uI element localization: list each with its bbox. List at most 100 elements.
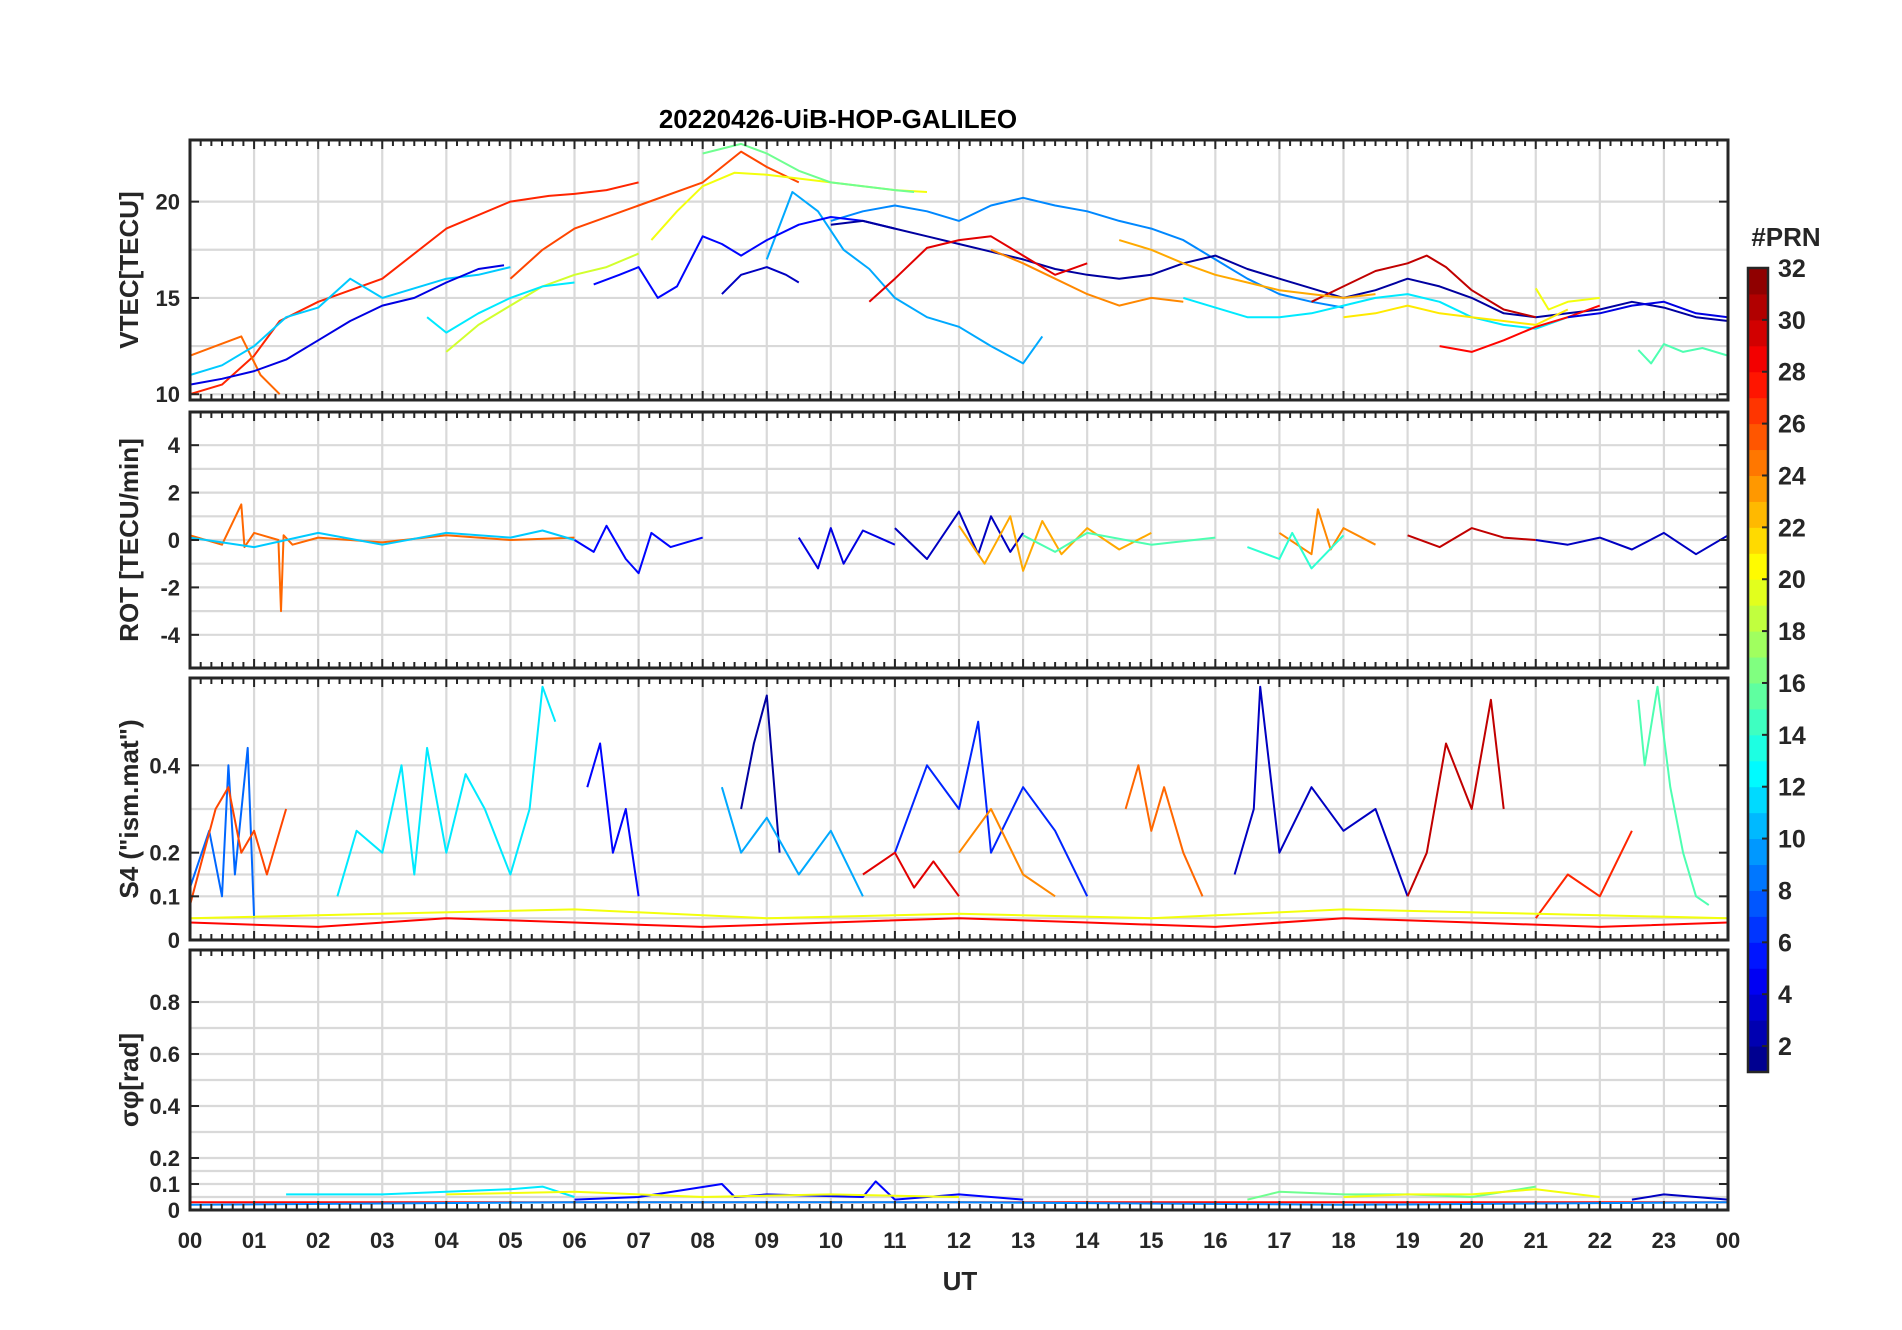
series-prn-20 [1534, 287, 1600, 311]
series-prn-15 [1637, 343, 1728, 365]
x-tick-label: 22 [1588, 1228, 1612, 1253]
x-tick-label: 12 [947, 1228, 971, 1253]
x-tick-label: 17 [1267, 1228, 1291, 1253]
colorbar-segment [1748, 812, 1768, 840]
colorbar-tick-label: 26 [1778, 411, 1806, 439]
series-prn-28 [190, 917, 1728, 928]
series-prn-9 [830, 196, 1344, 309]
colorbar-segment [1748, 994, 1768, 1021]
series-prn-30 [1407, 527, 1536, 549]
colorbar-tick-label: 28 [1778, 359, 1806, 387]
y-tick-label: 0.4 [149, 753, 180, 778]
x-tick-label: 09 [755, 1228, 779, 1253]
colorbar-segment [1748, 631, 1768, 658]
series-prn-20 [1343, 1188, 1600, 1198]
y-axis-label: S4 ("ism.mat") [114, 719, 144, 898]
x-tick-label: 13 [1011, 1228, 1035, 1253]
colorbar-tick-label: 20 [1778, 566, 1806, 594]
y-axis-label: ROT [TECU/min] [114, 438, 144, 642]
panel-vtec: 10 15 20 VTEC[TECU] [114, 138, 1730, 407]
series-prn-3 [1631, 1193, 1728, 1201]
colorbar-segment [1748, 1020, 1768, 1047]
series-prn-26 [509, 150, 800, 280]
series-prn-24 [990, 248, 1184, 307]
series-prn-29 [868, 235, 1088, 303]
colorbar-segment [1748, 475, 1768, 502]
series-prn-20 [190, 908, 1728, 920]
y-tick-label: 10 [156, 382, 180, 407]
colorbar-segment [1748, 423, 1768, 451]
colorbar-tick-label: 8 [1778, 877, 1792, 905]
colorbar-segment [1748, 605, 1768, 632]
colorbar-segment [1748, 890, 1768, 917]
series-prn-27 [190, 181, 639, 396]
colorbar-segment [1748, 942, 1768, 969]
y-tick-label: 0.4 [149, 1094, 180, 1119]
series-prn-30 [1311, 254, 1537, 319]
x-tick-label: 00 [1716, 1228, 1740, 1253]
y-axis-label: σφ[rad] [114, 1033, 144, 1127]
series-prn-21 [1343, 304, 1569, 326]
x-tick-label: 20 [1459, 1228, 1483, 1253]
series-prn-23 [1118, 239, 1376, 299]
panel-rot: -4 -2 0 2 4 ROT [TECU/min] [114, 410, 1730, 670]
y-tick-label: 0 [168, 1198, 180, 1223]
series-prn-11 [190, 529, 575, 549]
colorbar-tick-label: 2 [1778, 1033, 1792, 1061]
series-prn-10 [765, 191, 1044, 365]
colorbar-segment [1748, 1046, 1768, 1073]
x-tick-label: 01 [242, 1228, 266, 1253]
series-prn-12 [336, 685, 557, 897]
series-prn-2 [830, 219, 1728, 322]
series-prn-29 [862, 851, 960, 897]
y-tick-label: 0.8 [149, 990, 180, 1015]
colorbar-segment [1748, 786, 1768, 814]
colorbar-tick-label: 10 [1778, 826, 1806, 854]
x-tick-label: 15 [1139, 1228, 1163, 1253]
x-tick-label: 08 [690, 1228, 714, 1253]
colorbar-segment [1748, 760, 1768, 788]
colorbar-segment [1748, 916, 1768, 943]
y-axis-label: VTEC[TECU] [114, 191, 144, 348]
x-tick-label: 03 [370, 1228, 394, 1253]
series-group [190, 685, 1728, 928]
x-tick-label: 02 [306, 1228, 330, 1253]
colorbar-label: #PRN [1751, 222, 1820, 252]
series-prn-20 [446, 1190, 960, 1198]
y-tick-label: 0 [168, 528, 180, 553]
colorbar-segment [1748, 657, 1768, 684]
colorbar-tick-label: 22 [1778, 514, 1806, 542]
x-tick-label: 06 [562, 1228, 586, 1253]
series-prn-5 [593, 216, 896, 299]
series-prn-25 [1124, 764, 1204, 897]
x-tick-label: 19 [1395, 1228, 1419, 1253]
y-tick-label: -2 [160, 575, 180, 600]
series-prn-25 [190, 335, 281, 395]
colorbar-tick-label: 32 [1778, 255, 1806, 283]
series-prn-24 [1278, 508, 1376, 556]
y-tick-label: 0.1 [149, 1172, 180, 1197]
x-axis: 00 01 02 03 04 05 06 07 08 09 10 11 12 13 14 15 16 17 18 19… [178, 1228, 1740, 1253]
x-tick-label: 10 [819, 1228, 843, 1253]
series-prn-12 [286, 1185, 575, 1198]
colorbar-tick-label: 30 [1778, 307, 1806, 335]
x-axis-label: UT [943, 1266, 978, 1296]
colorbar-segment [1748, 268, 1768, 295]
series-prn-4 [190, 264, 505, 386]
x-tick-label: 14 [1075, 1228, 1100, 1253]
series-prn-19 [445, 252, 639, 353]
chart-title: 20220426-UiB-HOP-GALILEO [659, 104, 1017, 134]
y-tick-label: 0.1 [149, 884, 180, 909]
colorbar-segment [1748, 397, 1768, 425]
x-tick-label: 16 [1203, 1228, 1227, 1253]
colorbar-segment [1748, 838, 1768, 866]
y-tick-label: 0.2 [149, 1146, 180, 1171]
colorbar-tick-label: 14 [1778, 722, 1806, 750]
series-prn-3 [1535, 531, 1728, 556]
series-prn-27 [1534, 830, 1633, 919]
colorbar-tick-label: 6 [1778, 929, 1792, 957]
colorbar-segment [1748, 319, 1768, 347]
series-prn-15 [1022, 531, 1216, 553]
